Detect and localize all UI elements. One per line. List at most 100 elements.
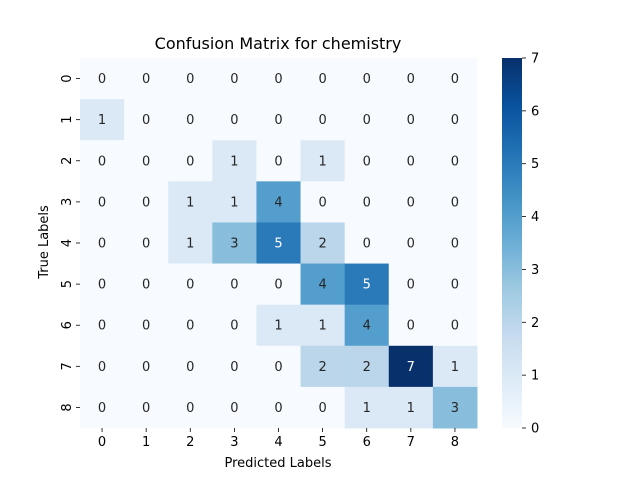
heatmap-cell <box>124 222 169 265</box>
heatmap-cell <box>212 386 257 429</box>
cell-value-label: 0 <box>142 72 150 87</box>
heatmap-cell <box>212 58 257 100</box>
heatmap-cell <box>168 222 213 265</box>
cell-value-label: 0 <box>142 154 150 169</box>
heatmap-cell <box>300 263 346 306</box>
cell-value-label: 0 <box>142 113 150 128</box>
colorbar-tick-label: 1 <box>531 369 539 384</box>
cell-value-label: 0 <box>451 154 459 169</box>
heatmap-cell <box>212 140 257 182</box>
cell-value-label: 0 <box>142 401 150 416</box>
heatmap-cell <box>212 99 257 141</box>
cell-value-label: 1 <box>318 154 326 169</box>
heatmap-cell <box>432 181 478 223</box>
colorbar-tick-label: 5 <box>531 157 539 172</box>
colorbar-tick-label: 0 <box>531 422 539 437</box>
x-axis-ticks: 0 1 2 3 4 5 6 7 8 <box>98 427 459 450</box>
cell-value-label: 0 <box>142 278 150 293</box>
cell-value-label: 0 <box>98 154 106 169</box>
heatmap-cell <box>80 58 125 100</box>
heatmap-cell <box>124 181 169 223</box>
heatmap-cell <box>124 345 169 388</box>
heatmap-cell <box>300 222 346 265</box>
heatmap-cell <box>80 263 125 306</box>
heatmap-cell <box>388 263 434 306</box>
cell-value-label: 0 <box>318 401 326 416</box>
heatmap-cell <box>256 140 302 182</box>
cell-value-label: 0 <box>230 113 238 128</box>
cell-value-label: 0 <box>186 401 194 416</box>
heatmap-cell <box>124 140 169 182</box>
heatmap-cell <box>344 304 390 347</box>
cell-value-label: 1 <box>186 237 194 252</box>
y-tick-label: 7 <box>60 362 75 370</box>
cell-value-label: 0 <box>407 319 415 334</box>
cell-value-label: 1 <box>186 195 194 210</box>
heatmap-cell <box>388 58 434 100</box>
cell-value-label: 2 <box>363 360 371 375</box>
cell-value-label: 0 <box>230 360 238 375</box>
heatmap-cell <box>300 304 346 347</box>
x-tick-label: 1 <box>142 435 150 450</box>
cell-value-label: 0 <box>186 319 194 334</box>
cell-value-label: 0 <box>407 237 415 252</box>
cell-value-label: 0 <box>318 72 326 87</box>
colorbar <box>502 58 522 428</box>
heatmap-cell <box>432 345 478 388</box>
cell-value-label: 0 <box>363 113 371 128</box>
cell-value-label: 0 <box>274 72 282 87</box>
heatmap-cell <box>80 222 125 265</box>
x-tick-label: 0 <box>98 435 106 450</box>
cell-value-label: 0 <box>407 113 415 128</box>
heatmap-cell <box>80 181 125 223</box>
cell-value-label: 0 <box>318 195 326 210</box>
heatmap-cell <box>432 263 478 306</box>
heatmap-cell <box>432 140 478 182</box>
cell-value-label: 0 <box>98 401 106 416</box>
cell-value-label: 0 <box>98 237 106 252</box>
heatmap-cell <box>388 99 434 141</box>
colorbar-tick-label: 7 <box>531 52 539 67</box>
cell-value-label: 4 <box>363 319 371 334</box>
cell-value-label: 0 <box>274 154 282 169</box>
cell-value-label: 0 <box>186 360 194 375</box>
y-tick-label: 1 <box>60 116 75 124</box>
heatmap-cell <box>168 263 213 306</box>
heatmap-cell <box>124 58 169 100</box>
cell-value-label: 1 <box>451 360 459 375</box>
cell-value-label: 0 <box>186 278 194 293</box>
heatmap-cell <box>124 99 169 141</box>
cell-value-label: 1 <box>230 195 238 210</box>
heatmap-cell <box>300 140 346 182</box>
cell-value-label: 0 <box>407 278 415 293</box>
cell-value-label: 0 <box>407 195 415 210</box>
cell-value-label: 0 <box>142 237 150 252</box>
colorbar-tick-label: 3 <box>531 263 539 278</box>
cell-value-label: 0 <box>186 113 194 128</box>
chart-title: Confusion Matrix for chemistry <box>155 34 402 53</box>
heatmap-cell <box>124 304 169 347</box>
x-tick-label: 8 <box>451 435 459 450</box>
heatmap-cell <box>168 345 213 388</box>
cell-value-label: 2 <box>318 360 326 375</box>
cell-value-label: 0 <box>142 195 150 210</box>
cell-value-label: 0 <box>451 319 459 334</box>
heatmap-cell <box>388 140 434 182</box>
cell-value-label: 1 <box>363 401 371 416</box>
heatmap-cell <box>256 58 302 100</box>
cell-value-label: 4 <box>274 195 282 210</box>
cell-value-label: 0 <box>407 154 415 169</box>
heatmap-cell <box>80 304 125 347</box>
heatmap-cell <box>388 345 434 388</box>
heatmap-cell <box>388 181 434 223</box>
heatmap-cell <box>168 304 213 347</box>
heatmap-cell <box>300 99 346 141</box>
cell-value-label: 0 <box>363 154 371 169</box>
y-tick-label: 3 <box>60 198 75 206</box>
cell-value-label: 1 <box>407 401 415 416</box>
cell-value-label: 0 <box>186 72 194 87</box>
cell-value-label: 0 <box>274 278 282 293</box>
y-tick-label: 0 <box>60 74 75 82</box>
heatmap-cell <box>300 345 346 388</box>
